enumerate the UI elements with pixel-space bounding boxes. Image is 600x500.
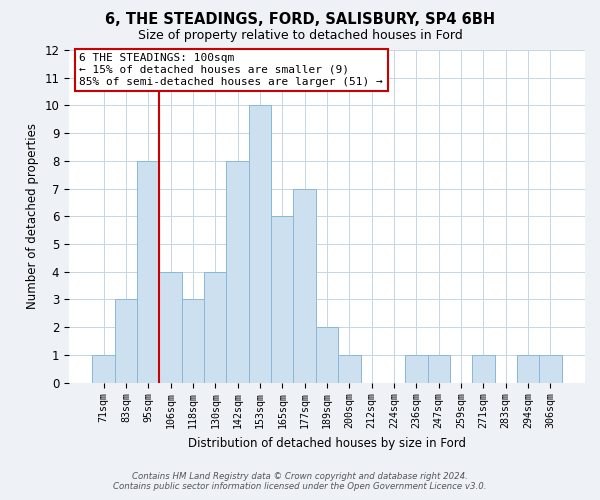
X-axis label: Distribution of detached houses by size in Ford: Distribution of detached houses by size … (188, 436, 466, 450)
Text: 6, THE STEADINGS, FORD, SALISBURY, SP4 6BH: 6, THE STEADINGS, FORD, SALISBURY, SP4 6… (105, 12, 495, 28)
Bar (293, 188, 316, 382)
Bar (428, 355, 450, 382)
Bar (472, 355, 494, 382)
Bar (271, 216, 293, 382)
Text: Contains HM Land Registry data © Crown copyright and database right 2024.
Contai: Contains HM Land Registry data © Crown c… (113, 472, 487, 491)
Text: 6 THE STEADINGS: 100sqm
← 15% of detached houses are smaller (9)
85% of semi-det: 6 THE STEADINGS: 100sqm ← 15% of detache… (79, 54, 383, 86)
Bar (204, 272, 226, 382)
Text: Size of property relative to detached houses in Ford: Size of property relative to detached ho… (137, 29, 463, 42)
Bar (316, 327, 338, 382)
Bar (338, 355, 361, 382)
Bar (182, 300, 204, 382)
Bar (405, 355, 428, 382)
Bar (137, 161, 160, 382)
Bar (249, 106, 271, 382)
Bar (92, 355, 115, 382)
Bar (160, 272, 182, 382)
Bar (517, 355, 539, 382)
Bar (226, 161, 249, 382)
Y-axis label: Number of detached properties: Number of detached properties (26, 123, 39, 309)
Bar (539, 355, 562, 382)
Bar (115, 300, 137, 382)
